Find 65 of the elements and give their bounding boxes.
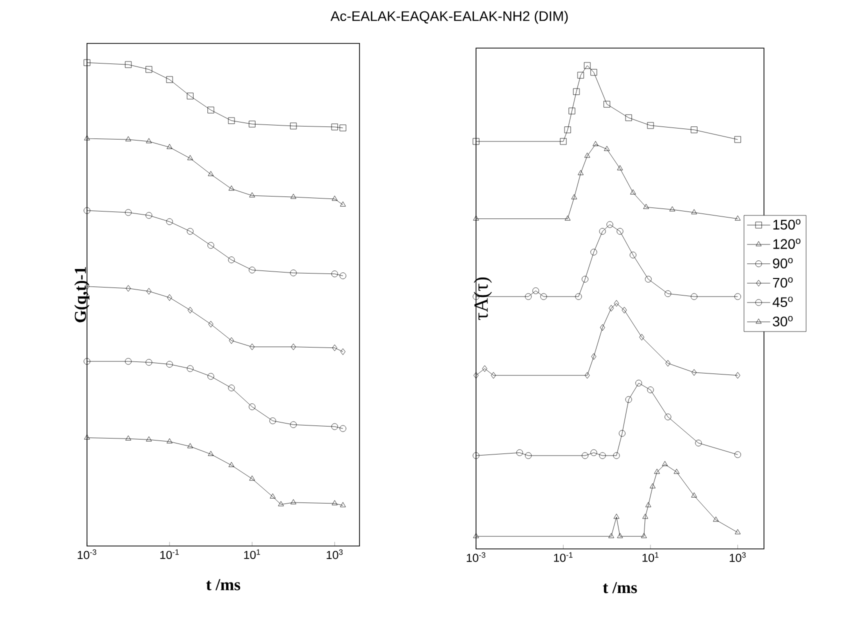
point <box>166 218 173 225</box>
point <box>186 365 194 372</box>
point <box>146 359 152 366</box>
x-tick-label: 10$^{3}$ <box>730 552 746 562</box>
point <box>146 66 152 73</box>
point <box>186 92 194 100</box>
legend-label: 90$^{o}$ <box>772 258 793 268</box>
x-axis-title: t /ms <box>602 582 637 594</box>
x-tick-label: 10$^{-3}$ <box>78 549 96 560</box>
point <box>166 438 172 444</box>
point <box>125 136 132 142</box>
point <box>228 384 235 392</box>
point <box>146 288 152 295</box>
point <box>146 212 152 219</box>
point <box>124 61 132 68</box>
point <box>186 228 194 235</box>
point <box>290 421 297 428</box>
point <box>188 306 193 314</box>
x-tick-label: 10$^{-1}$ <box>160 549 179 559</box>
legend-label: 70$^{o}$ <box>773 277 793 288</box>
x-tick-label: 10$^{1}$ <box>642 552 658 562</box>
point <box>187 443 194 448</box>
point <box>208 106 214 114</box>
point <box>166 76 173 83</box>
point <box>124 209 132 216</box>
point <box>249 476 255 481</box>
x-tick-label: 10$^{1}$ <box>244 549 260 559</box>
point <box>249 192 255 198</box>
point <box>166 144 172 149</box>
point <box>208 320 214 328</box>
legend-label: 150$^{o}$ <box>773 219 800 230</box>
point <box>125 435 132 440</box>
point <box>146 138 152 144</box>
point <box>270 493 276 498</box>
x-tick-label: 10$^{3}$ <box>326 549 343 560</box>
point <box>208 450 214 456</box>
point <box>124 358 132 365</box>
x-tick-label: 10$^{-1}$ <box>554 552 572 562</box>
legend-label: 30$^{o}$ <box>772 316 793 326</box>
legend-label: 45$^{o}$ <box>772 296 793 308</box>
y-axis-title: τA(τ) <box>474 278 492 320</box>
legend-label: 120$^{o}$ <box>773 238 800 249</box>
point <box>187 155 194 160</box>
point <box>166 360 173 368</box>
point <box>228 256 235 264</box>
point <box>126 285 131 292</box>
y-axis-title: G(q,t)-1 <box>74 267 90 322</box>
x-tick-label: 10$^{-3}$ <box>466 552 486 562</box>
x-axis-title: t /ms <box>206 579 240 590</box>
point <box>250 344 255 350</box>
point <box>146 436 152 442</box>
point <box>228 117 235 124</box>
point <box>248 404 256 410</box>
text: Ac-EALAK-EAQAK-EALAK-NH2 (DIM) <box>330 10 568 24</box>
point <box>228 337 234 344</box>
point <box>269 418 276 424</box>
point <box>208 373 214 380</box>
point <box>248 266 256 274</box>
point <box>332 500 338 506</box>
point <box>208 171 214 176</box>
point <box>208 242 214 249</box>
point <box>167 294 172 301</box>
point <box>248 120 256 128</box>
point <box>228 462 234 468</box>
point <box>228 186 234 191</box>
